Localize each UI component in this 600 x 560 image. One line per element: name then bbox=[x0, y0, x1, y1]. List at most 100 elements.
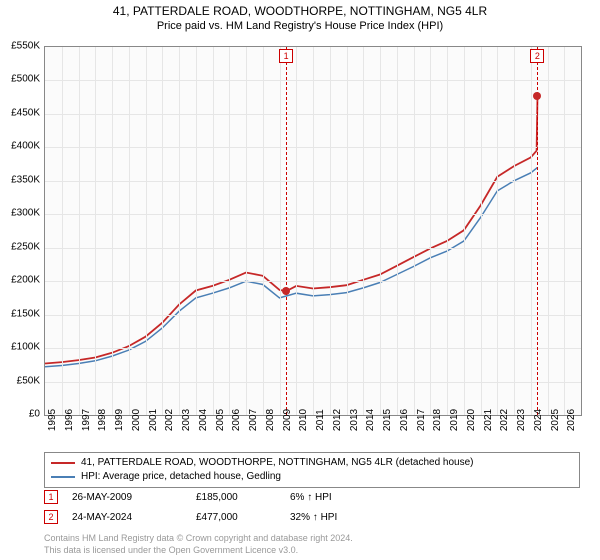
xtick-label: 1999 bbox=[114, 409, 125, 431]
sale-price: £477,000 bbox=[196, 512, 276, 523]
xtick-label: 2020 bbox=[466, 409, 477, 431]
ytick-label: £50K bbox=[2, 375, 40, 386]
gridline-v bbox=[213, 47, 214, 415]
xtick-label: 2003 bbox=[181, 409, 192, 431]
legend-label: HPI: Average price, detached house, Gedl… bbox=[81, 470, 281, 484]
gridline-v bbox=[497, 47, 498, 415]
ytick-label: £300K bbox=[2, 208, 40, 219]
gridline-v bbox=[347, 47, 348, 415]
ytick-label: £550K bbox=[2, 41, 40, 52]
xtick-label: 1998 bbox=[97, 409, 108, 431]
gridline-v bbox=[196, 47, 197, 415]
legend-item: HPI: Average price, detached house, Gedl… bbox=[51, 470, 573, 484]
xtick-label: 2010 bbox=[298, 409, 309, 431]
xtick-label: 2012 bbox=[332, 409, 343, 431]
sales-table: 1 26-MAY-2009 £185,000 6% ↑ HPI 2 24-MAY… bbox=[44, 490, 580, 530]
legend-item: 41, PATTERDALE ROAD, WOODTHORPE, NOTTING… bbox=[51, 456, 573, 470]
sale-delta: 32% ↑ HPI bbox=[290, 512, 390, 523]
gridline-v bbox=[280, 47, 281, 415]
gridline-v bbox=[263, 47, 264, 415]
xtick-label: 2023 bbox=[516, 409, 527, 431]
legend-label: 41, PATTERDALE ROAD, WOODTHORPE, NOTTING… bbox=[81, 456, 474, 470]
event-point bbox=[533, 92, 541, 100]
gridline-v bbox=[447, 47, 448, 415]
xtick-label: 2016 bbox=[399, 409, 410, 431]
sale-delta: 6% ↑ HPI bbox=[290, 492, 390, 503]
gridline-v bbox=[162, 47, 163, 415]
gridline-v bbox=[397, 47, 398, 415]
ytick-label: £350K bbox=[2, 174, 40, 185]
xtick-label: 2006 bbox=[231, 409, 242, 431]
xtick-label: 2017 bbox=[416, 409, 427, 431]
legend: 41, PATTERDALE ROAD, WOODTHORPE, NOTTING… bbox=[44, 452, 580, 488]
ytick-label: £0 bbox=[2, 409, 40, 420]
gridline-v bbox=[313, 47, 314, 415]
event-line bbox=[537, 47, 538, 415]
gridline-v bbox=[531, 47, 532, 415]
gridline-v bbox=[62, 47, 63, 415]
xtick-label: 2005 bbox=[215, 409, 226, 431]
xtick-label: 2002 bbox=[164, 409, 175, 431]
xtick-label: 2008 bbox=[265, 409, 276, 431]
gridline-v bbox=[330, 47, 331, 415]
gridline-v bbox=[129, 47, 130, 415]
ytick-label: £250K bbox=[2, 241, 40, 252]
gridline-v bbox=[548, 47, 549, 415]
event-point bbox=[282, 287, 290, 295]
sale-marker: 2 bbox=[44, 510, 58, 524]
gridline-v bbox=[146, 47, 147, 415]
footnote: Contains HM Land Registry data © Crown c… bbox=[44, 532, 353, 556]
xtick-label: 2024 bbox=[533, 409, 544, 431]
footnote-line1: Contains HM Land Registry data © Crown c… bbox=[44, 532, 353, 544]
event-marker: 2 bbox=[530, 49, 544, 63]
gridline-v bbox=[179, 47, 180, 415]
xtick-label: 2007 bbox=[248, 409, 259, 431]
ytick-label: £500K bbox=[2, 74, 40, 85]
xtick-label: 2004 bbox=[198, 409, 209, 431]
gridline-v bbox=[112, 47, 113, 415]
xtick-label: 2011 bbox=[315, 409, 326, 431]
sale-row: 1 26-MAY-2009 £185,000 6% ↑ HPI bbox=[44, 490, 580, 504]
ytick-label: £100K bbox=[2, 342, 40, 353]
xtick-label: 2018 bbox=[432, 409, 443, 431]
xtick-label: 2019 bbox=[449, 409, 460, 431]
legend-swatch bbox=[51, 462, 75, 464]
chart-title-block: 41, PATTERDALE ROAD, WOODTHORPE, NOTTING… bbox=[0, 0, 600, 34]
gridline-v bbox=[246, 47, 247, 415]
xtick-label: 1996 bbox=[64, 409, 75, 431]
xtick-label: 2000 bbox=[131, 409, 142, 431]
gridline-v bbox=[296, 47, 297, 415]
gridline-v bbox=[481, 47, 482, 415]
gridline-v bbox=[79, 47, 80, 415]
xtick-label: 1995 bbox=[47, 409, 58, 431]
gridline-v bbox=[514, 47, 515, 415]
ytick-label: £200K bbox=[2, 275, 40, 286]
xtick-label: 2025 bbox=[550, 409, 561, 431]
chart-container: 41, PATTERDALE ROAD, WOODTHORPE, NOTTING… bbox=[0, 0, 600, 560]
xtick-label: 1997 bbox=[81, 409, 92, 431]
xtick-label: 2014 bbox=[365, 409, 376, 431]
sale-marker: 1 bbox=[44, 490, 58, 504]
event-marker: 1 bbox=[279, 49, 293, 63]
legend-swatch bbox=[51, 476, 75, 478]
chart-title-line2: Price paid vs. HM Land Registry's House … bbox=[0, 20, 600, 32]
chart-title-line1: 41, PATTERDALE ROAD, WOODTHORPE, NOTTING… bbox=[0, 4, 600, 18]
plot-area: 12 bbox=[44, 46, 582, 416]
event-line bbox=[286, 47, 287, 415]
ytick-label: £400K bbox=[2, 141, 40, 152]
xtick-label: 2015 bbox=[382, 409, 393, 431]
ytick-label: £150K bbox=[2, 308, 40, 319]
sale-date: 26-MAY-2009 bbox=[72, 492, 182, 503]
gridline-v bbox=[414, 47, 415, 415]
gridline-v bbox=[430, 47, 431, 415]
xtick-label: 2001 bbox=[148, 409, 159, 431]
gridline-v bbox=[363, 47, 364, 415]
xtick-label: 2026 bbox=[566, 409, 577, 431]
gridline-v bbox=[564, 47, 565, 415]
gridline-v bbox=[229, 47, 230, 415]
xtick-label: 2013 bbox=[349, 409, 360, 431]
sale-row: 2 24-MAY-2024 £477,000 32% ↑ HPI bbox=[44, 510, 580, 524]
sale-price: £185,000 bbox=[196, 492, 276, 503]
sale-date: 24-MAY-2024 bbox=[72, 512, 182, 523]
xtick-label: 2021 bbox=[483, 409, 494, 431]
